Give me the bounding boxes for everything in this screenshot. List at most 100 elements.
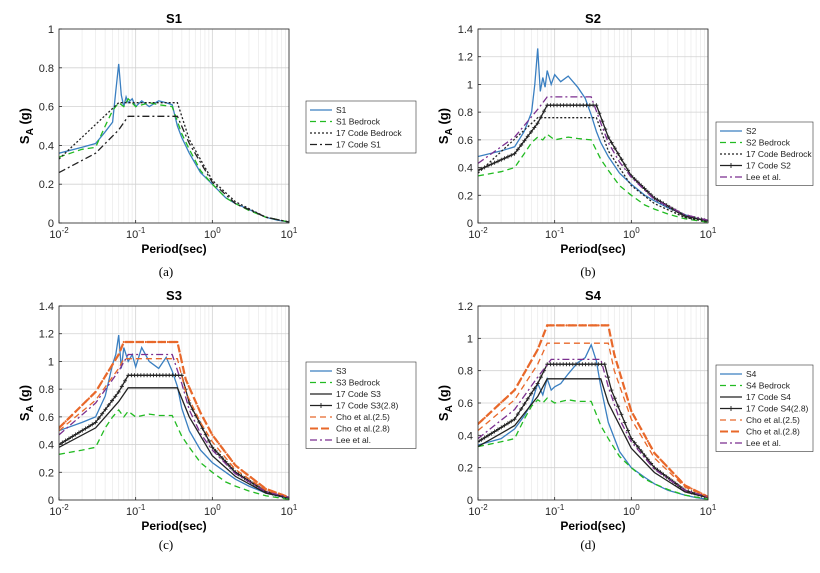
series-marker <box>93 420 98 425</box>
series-marker <box>510 392 513 395</box>
series-marker <box>633 415 636 419</box>
series-line <box>59 353 289 498</box>
series-marker <box>234 464 237 467</box>
x-tick-label: 10-1 <box>545 226 565 241</box>
series-marker <box>173 340 176 344</box>
panel-caption: (c) <box>159 537 173 552</box>
series-marker <box>529 129 534 134</box>
series-marker <box>71 413 74 416</box>
series-line <box>59 358 289 498</box>
x-axis-label: Period(sec) <box>141 519 206 533</box>
x-tick-label: 10-2 <box>468 226 488 241</box>
series-marker <box>63 438 68 443</box>
series-marker <box>650 446 653 449</box>
series-marker <box>591 324 594 327</box>
series-marker <box>114 358 117 361</box>
series-marker <box>513 388 516 392</box>
series-marker <box>671 471 674 474</box>
series-marker <box>203 432 208 437</box>
legend-entry-label: S3 Bedrock <box>336 378 381 388</box>
x-tick-label: 101 <box>281 503 298 518</box>
series-marker <box>632 440 637 445</box>
series-marker <box>208 428 211 431</box>
y-tick-label: 0.4 <box>39 140 54 152</box>
series-marker <box>619 157 624 162</box>
series-marker <box>202 417 205 420</box>
series-marker <box>284 494 287 498</box>
series-marker <box>619 412 624 417</box>
series-marker <box>587 324 591 327</box>
series-marker <box>665 464 668 468</box>
y-tick-label: 0.8 <box>458 107 473 119</box>
axes-frame <box>477 28 709 224</box>
chart-title: S4 <box>585 288 602 303</box>
legend-entry-label: 17 Code S4(2.8) <box>746 404 809 414</box>
axes-frame <box>58 28 290 224</box>
series-marker <box>116 389 121 394</box>
legend-entry-label: S2 <box>746 126 757 136</box>
series-marker <box>565 324 568 327</box>
y-tick-label: 0 <box>48 218 54 230</box>
series-marker <box>606 135 611 140</box>
series-marker <box>656 455 659 458</box>
series-marker <box>252 478 255 481</box>
series-marker <box>682 214 687 219</box>
series-marker <box>502 423 507 428</box>
series-marker <box>163 340 166 344</box>
series-marker <box>677 477 680 481</box>
series-marker <box>519 143 524 148</box>
series-line <box>478 342 708 498</box>
series-marker <box>197 420 202 425</box>
series-marker <box>240 468 243 472</box>
legend-entry-label: 17 Code Bedrock <box>336 128 402 138</box>
y-axis-label: SA (g) <box>17 108 36 144</box>
series-marker <box>516 383 519 386</box>
series-marker <box>495 427 500 432</box>
series-marker <box>536 348 539 351</box>
series-marker <box>480 419 483 423</box>
series-marker <box>479 437 484 442</box>
series-marker <box>697 490 700 494</box>
y-axis-label: SA (g) <box>17 385 36 421</box>
series-marker <box>91 394 94 397</box>
series-marker <box>538 375 543 380</box>
series-marker <box>100 411 105 416</box>
y-tick-label: 0 <box>48 495 54 507</box>
series-marker <box>500 401 503 404</box>
legend-entry-label: Cho et al.(2.8) <box>336 424 390 434</box>
series-marker <box>603 324 607 327</box>
series-marker <box>607 324 610 327</box>
y-tick-label: 1 <box>467 79 473 91</box>
chart-title: S2 <box>585 11 601 26</box>
series-marker <box>533 354 536 357</box>
series-group <box>59 63 289 223</box>
series-marker <box>216 452 221 457</box>
series-marker <box>690 487 693 490</box>
series-marker <box>199 411 202 414</box>
series-marker <box>594 103 599 108</box>
y-tick-label: 1 <box>48 24 54 36</box>
series-marker <box>549 324 552 327</box>
series-marker <box>176 340 179 344</box>
series-marker <box>623 387 626 390</box>
y-tick-label: 1.4 <box>39 301 54 313</box>
series-marker <box>662 461 665 464</box>
series-marker <box>141 340 144 344</box>
y-tick-label: 0.2 <box>458 463 473 475</box>
series-marker <box>217 442 221 445</box>
plot-area <box>478 29 708 223</box>
y-tick-label: 0.8 <box>39 63 54 75</box>
chart-title: S1 <box>166 11 182 26</box>
series-marker <box>193 398 196 401</box>
series-marker <box>157 340 160 344</box>
series-marker <box>603 127 608 132</box>
legend-entry-label: S2 Bedrock <box>746 138 791 148</box>
series-marker <box>616 151 621 156</box>
x-axis-label: Period(sec) <box>560 519 625 533</box>
series-marker <box>509 419 514 424</box>
series-marker <box>261 485 264 488</box>
series-marker <box>77 407 81 410</box>
series-marker <box>640 427 643 431</box>
